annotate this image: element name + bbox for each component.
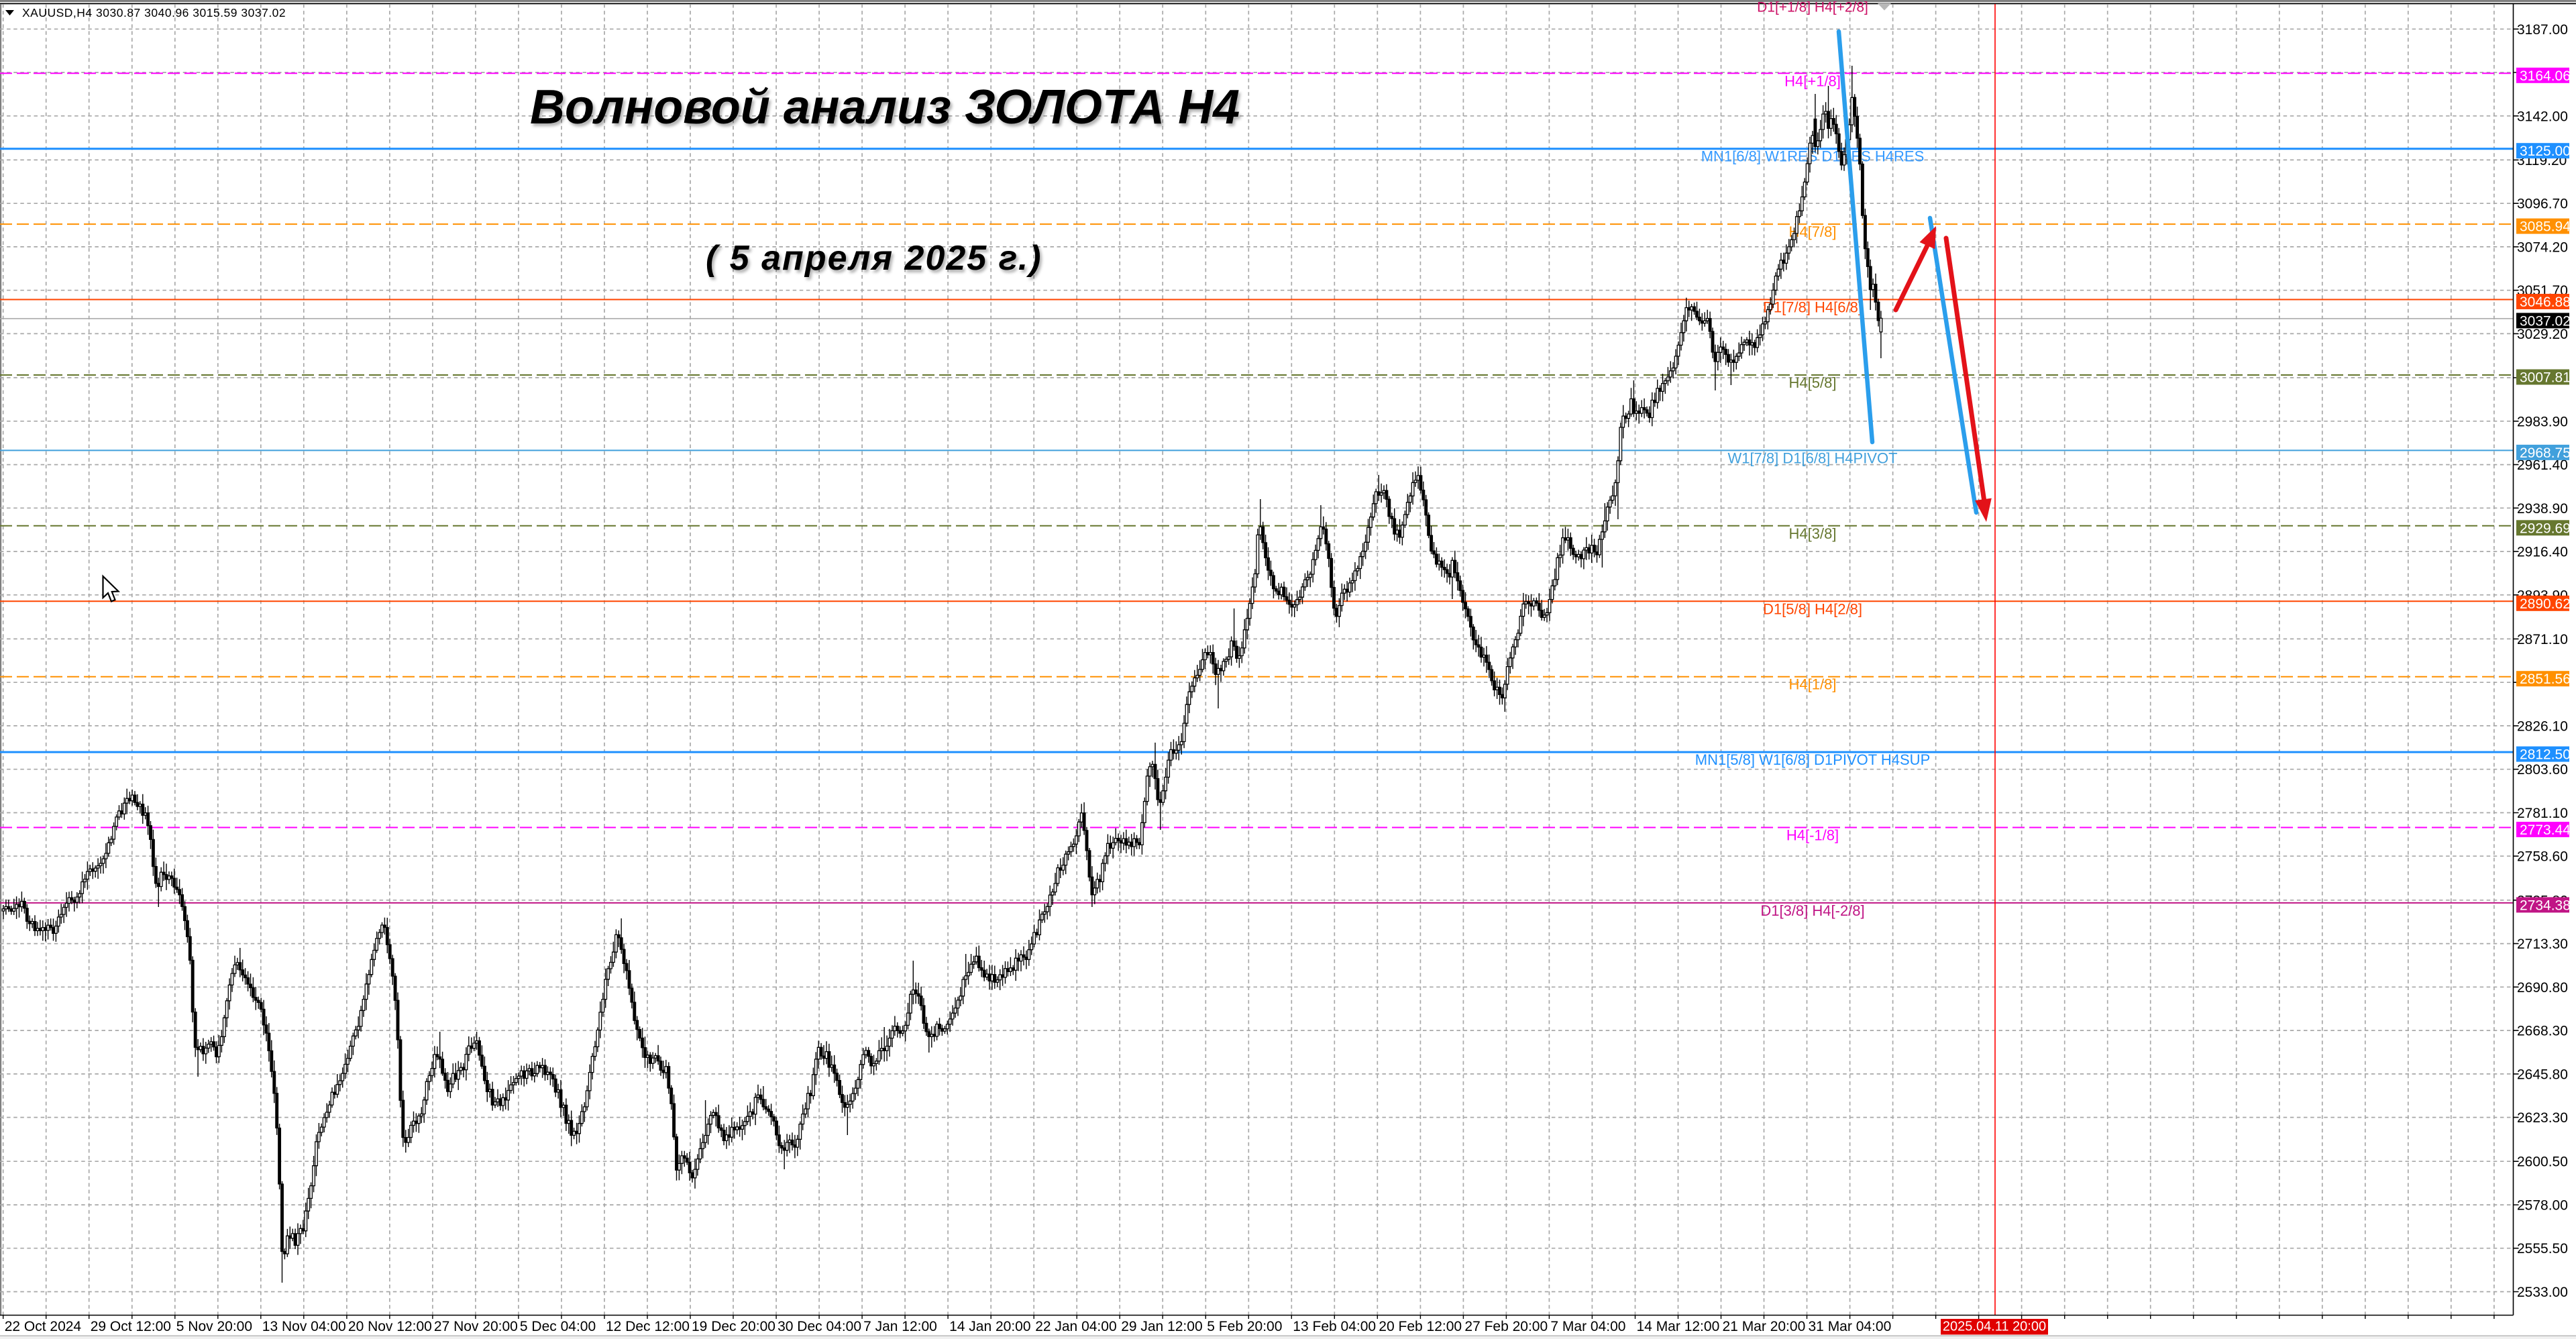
- svg-text:( 5 апреля 2025 г.): ( 5 апреля 2025 г.): [706, 239, 1042, 278]
- svg-text:19 Dec 20:00: 19 Dec 20:00: [692, 1319, 775, 1334]
- svg-text:2533.00: 2533.00: [2517, 1285, 2568, 1300]
- svg-text:29 Oct 12:00: 29 Oct 12:00: [91, 1319, 171, 1334]
- svg-text:2851.56: 2851.56: [2520, 672, 2571, 687]
- svg-text:2668.30: 2668.30: [2517, 1024, 2568, 1039]
- svg-text:2929.69: 2929.69: [2520, 521, 2571, 536]
- svg-text:29 Jan 12:00: 29 Jan 12:00: [1121, 1319, 1202, 1334]
- svg-text:2578.00: 2578.00: [2517, 1198, 2568, 1214]
- svg-text:22 Jan 04:00: 22 Jan 04:00: [1035, 1319, 1116, 1334]
- svg-text:D1[5/8] H4[2/8]: D1[5/8] H4[2/8]: [1763, 600, 1862, 617]
- svg-text:27 Feb 20:00: 27 Feb 20:00: [1464, 1319, 1548, 1334]
- svg-text:2968.75: 2968.75: [2520, 445, 2571, 461]
- svg-text:2025.04.11 20:00: 2025.04.11 20:00: [1943, 1320, 2046, 1334]
- svg-text:2734.38: 2734.38: [2520, 898, 2571, 913]
- svg-text:2713.30: 2713.30: [2517, 936, 2568, 952]
- svg-text:2803.60: 2803.60: [2517, 762, 2568, 778]
- svg-text:H4[+1/8]: H4[+1/8]: [1784, 72, 1841, 89]
- svg-text:Волновой анализ ЗОЛОТА Н4: Волновой анализ ЗОЛОТА Н4: [530, 81, 1240, 134]
- svg-text:5 Dec 04:00: 5 Dec 04:00: [520, 1319, 596, 1334]
- svg-text:30 Dec 04:00: 30 Dec 04:00: [777, 1319, 861, 1334]
- svg-text:3096.70: 3096.70: [2517, 197, 2568, 212]
- svg-text:3142.00: 3142.00: [2517, 109, 2568, 124]
- svg-text:3085.94: 3085.94: [2520, 219, 2571, 235]
- svg-text:2758.60: 2758.60: [2517, 849, 2568, 865]
- svg-text:D1[+1/8] H4[+2/8]: D1[+1/8] H4[+2/8]: [1757, 0, 1868, 15]
- svg-text:13 Feb 04:00: 13 Feb 04:00: [1293, 1319, 1376, 1334]
- svg-text:3164.06: 3164.06: [2520, 68, 2571, 84]
- svg-text:31 Mar 04:00: 31 Mar 04:00: [1809, 1319, 1892, 1334]
- svg-text:7 Mar 04:00: 7 Mar 04:00: [1550, 1319, 1625, 1334]
- svg-text:2690.80: 2690.80: [2517, 980, 2568, 996]
- svg-text:3125.00: 3125.00: [2520, 144, 2571, 159]
- svg-text:2781.10: 2781.10: [2517, 806, 2568, 821]
- svg-text:2812.50: 2812.50: [2520, 747, 2571, 763]
- svg-text:14 Mar 12:00: 14 Mar 12:00: [1637, 1319, 1720, 1334]
- svg-text:H4[3/8]: H4[3/8]: [1789, 525, 1837, 542]
- svg-text:22 Oct 2024: 22 Oct 2024: [5, 1319, 82, 1334]
- svg-text:12 Dec 12:00: 12 Dec 12:00: [606, 1319, 690, 1334]
- svg-text:2600.50: 2600.50: [2517, 1155, 2568, 1170]
- svg-text:2555.50: 2555.50: [2517, 1241, 2568, 1256]
- svg-text:7 Jan 12:00: 7 Jan 12:00: [863, 1319, 937, 1334]
- svg-text:D1[7/8] H4[6/8]: D1[7/8] H4[6/8]: [1763, 299, 1862, 316]
- svg-text:2871.10: 2871.10: [2517, 632, 2568, 647]
- svg-text:2623.30: 2623.30: [2517, 1110, 2568, 1126]
- svg-text:XAUUSD,H4 3030.87 3040.96 301: XAUUSD,H4 3030.87 3040.96 3015.59 3037.0…: [22, 6, 286, 19]
- svg-text:3074.20: 3074.20: [2517, 239, 2568, 255]
- svg-text:5 Feb 20:00: 5 Feb 20:00: [1207, 1319, 1282, 1334]
- svg-text:H4[1/8]: H4[1/8]: [1789, 676, 1837, 693]
- svg-text:21 Mar 20:00: 21 Mar 20:00: [1723, 1319, 1806, 1334]
- svg-text:27 Nov 20:00: 27 Nov 20:00: [434, 1319, 518, 1334]
- svg-text:3187.00: 3187.00: [2517, 22, 2568, 38]
- svg-text:20 Nov 12:00: 20 Nov 12:00: [348, 1319, 432, 1334]
- svg-text:MN1[5/8] W1[6/8] D1PIVOT H4SUP: MN1[5/8] W1[6/8] D1PIVOT H4SUP: [1695, 751, 1931, 768]
- svg-text:13 Nov 04:00: 13 Nov 04:00: [262, 1319, 346, 1334]
- svg-text:W1[7/8] D1[6/8] H4PIVOT: W1[7/8] D1[6/8] H4PIVOT: [1727, 449, 1897, 466]
- svg-text:2773.44: 2773.44: [2520, 822, 2571, 838]
- svg-text:H4[5/8]: H4[5/8]: [1789, 374, 1837, 391]
- svg-text:2645.80: 2645.80: [2517, 1067, 2568, 1082]
- svg-text:H4[-1/8]: H4[-1/8]: [1786, 827, 1839, 844]
- svg-text:3029.20: 3029.20: [2517, 327, 2568, 342]
- svg-text:2961.40: 2961.40: [2517, 458, 2568, 473]
- svg-text:14 Jan 20:00: 14 Jan 20:00: [949, 1319, 1030, 1334]
- svg-text:3037.02: 3037.02: [2520, 313, 2571, 329]
- svg-text:D1[3/8] H4[-2/8]: D1[3/8] H4[-2/8]: [1760, 902, 1864, 919]
- svg-text:2938.90: 2938.90: [2517, 501, 2568, 517]
- svg-text:2826.10: 2826.10: [2517, 718, 2568, 734]
- svg-text:5 Nov 20:00: 5 Nov 20:00: [176, 1319, 252, 1334]
- svg-text:2890.62: 2890.62: [2520, 596, 2571, 612]
- svg-text:2983.90: 2983.90: [2517, 414, 2568, 429]
- svg-text:2916.40: 2916.40: [2517, 545, 2568, 560]
- svg-text:3007.81: 3007.81: [2520, 370, 2571, 386]
- svg-text:3046.88: 3046.88: [2520, 294, 2571, 310]
- svg-text:20 Feb 12:00: 20 Feb 12:00: [1379, 1319, 1462, 1334]
